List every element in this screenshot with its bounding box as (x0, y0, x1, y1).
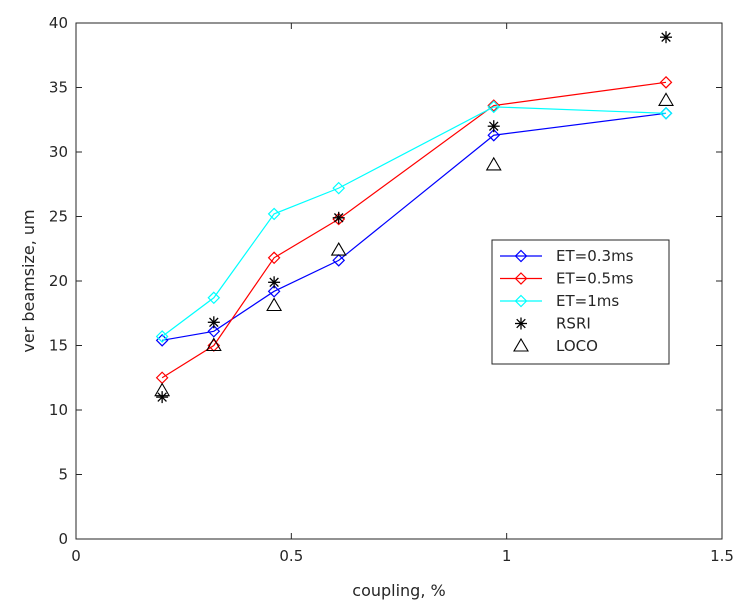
asterisk-stroke (209, 317, 219, 328)
series-rsri (156, 31, 673, 404)
data-point-et-1ms (267, 207, 281, 221)
y-tick-label: 0 (58, 530, 68, 548)
data-point-rsri (207, 316, 220, 329)
legend-item-et-1ms: ET=1ms (500, 292, 619, 310)
legend-item-et-0-3ms: ET=0.3ms (500, 247, 634, 265)
series-loco (154, 92, 674, 397)
x-tick-label: 1 (502, 547, 512, 565)
data-point-loco (205, 337, 222, 352)
legend-label: ET=1ms (556, 292, 619, 310)
legend-label: RSRI (556, 315, 591, 333)
data-point-et-1ms (659, 106, 673, 120)
data-point-loco (266, 297, 283, 312)
asterisk-stroke (269, 277, 279, 288)
data-point-et-1ms (207, 291, 221, 305)
legend-marker (514, 294, 528, 308)
series-et-1ms (155, 100, 673, 343)
data-point-loco (658, 92, 674, 106)
data-point-et-0-3ms (332, 254, 346, 267)
y-tick-label: 15 (49, 337, 68, 355)
legend-label: ET=0.3ms (556, 247, 634, 265)
legend-marker (513, 337, 529, 352)
y-tick-label: 40 (49, 14, 68, 32)
series-line-et-0-3ms (162, 112, 667, 341)
x-tick-label: 1.5 (710, 547, 734, 565)
data-point-et-0-3ms (267, 284, 281, 298)
series-line-et-1ms (161, 106, 667, 337)
data-point-et-0-5ms (487, 99, 501, 112)
y-tick-label: 30 (49, 143, 68, 161)
y-tick-label: 35 (49, 79, 68, 97)
x-tick-label: 0 (71, 547, 81, 565)
data-point-loco (485, 156, 502, 171)
data-point-et-1ms (332, 181, 346, 195)
asterisk-stroke (157, 392, 167, 402)
data-point-et-0-5ms (659, 75, 673, 89)
x-axis-label: coupling, % (352, 581, 445, 600)
legend-item-et-0-5ms: ET=0.5ms (500, 270, 634, 288)
data-point-et-0-3ms (487, 128, 501, 142)
data-point-et-0-5ms (267, 251, 281, 265)
series-line-et-0-5ms (161, 81, 667, 379)
legend-label: ET=0.5ms (556, 270, 634, 288)
y-tick-label: 5 (58, 466, 68, 484)
y-tick-label: 20 (49, 272, 68, 290)
data-point-loco (330, 241, 347, 256)
legend-item-rsri: RSRI (515, 315, 591, 333)
asterisk-stroke (661, 32, 671, 42)
data-point-et-1ms (155, 330, 169, 343)
x-tick-label: 0.5 (279, 547, 303, 565)
asterisk-stroke (516, 318, 526, 329)
data-point-rsri (332, 211, 345, 224)
legend-marker (514, 249, 528, 263)
y-tick-label: 25 (49, 208, 68, 226)
data-point-loco (154, 382, 171, 397)
data-point-rsri (268, 276, 281, 289)
asterisk-stroke (488, 121, 499, 131)
data-point-rsri (156, 391, 169, 404)
data-point-et-0-3ms (207, 324, 221, 338)
legend-marker (514, 272, 528, 285)
y-axis-label: ver beamsize, um (19, 209, 38, 352)
asterisk-stroke (333, 213, 344, 223)
legend-marker (515, 317, 527, 330)
data-point-et-1ms (487, 100, 501, 114)
y-tick-label: 10 (49, 401, 68, 419)
legend-label: LOCO (556, 337, 598, 355)
data-point-rsri (660, 31, 673, 44)
data-point-rsri (487, 120, 500, 133)
legend-item-loco: LOCO (513, 337, 598, 355)
